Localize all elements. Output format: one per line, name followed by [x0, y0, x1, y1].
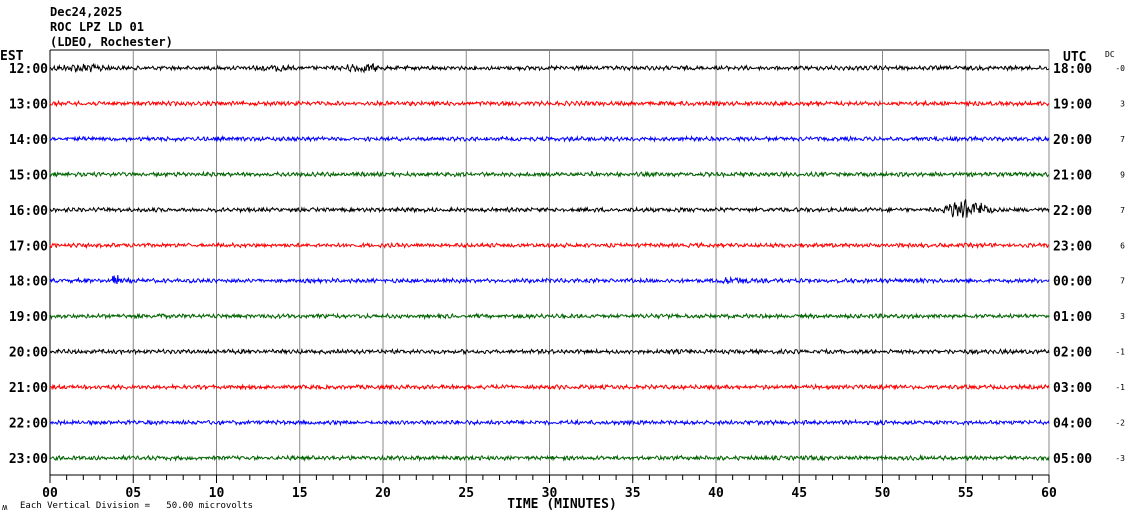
- est-hour-label: 12:00: [9, 62, 48, 77]
- dc-value: -0: [1115, 64, 1125, 73]
- utc-axis-label: UTC: [1063, 50, 1086, 65]
- est-hour-label: 23:00: [9, 452, 48, 467]
- trace-2000: [49, 347, 1050, 356]
- est-axis-label: EST: [0, 49, 24, 64]
- x-tick-label: 55: [958, 486, 974, 501]
- dc-label: DC: [1105, 50, 1115, 59]
- trace-1200: [49, 62, 1050, 74]
- trace-2200: [49, 418, 1050, 427]
- utc-hour-label: 23:00: [1053, 239, 1092, 254]
- est-hour-label: 16:00: [9, 204, 48, 219]
- x-tick-label: 15: [292, 486, 308, 501]
- dc-value: 3: [1120, 99, 1125, 108]
- utc-hour-label: 00:00: [1053, 275, 1092, 290]
- utc-hour-label: 19:00: [1053, 97, 1092, 112]
- trace-2100: [49, 382, 1050, 392]
- station-label: ROC LPZ LD 01: [50, 20, 144, 34]
- x-tick-label: 30: [542, 486, 558, 501]
- trace-1500: [49, 170, 1050, 179]
- utc-hour-label: 03:00: [1053, 381, 1092, 396]
- x-tick-label: 25: [458, 486, 474, 501]
- est-hour-label: 15:00: [9, 168, 48, 183]
- date-label: Dec24,2025: [50, 5, 122, 19]
- dc-value: 3: [1120, 312, 1125, 321]
- scale-note: Each Vertical Division = 50.00 microvolt…: [20, 501, 253, 511]
- est-hour-label: 22:00: [9, 417, 48, 432]
- utc-hour-label: 20:00: [1053, 133, 1092, 148]
- dc-value: -3: [1115, 454, 1125, 463]
- x-tick-label: 00: [42, 486, 58, 501]
- x-tick-label: 45: [791, 486, 807, 501]
- trace-2300: [49, 453, 1050, 462]
- x-tick-label: 35: [625, 486, 641, 501]
- utc-hour-label: 22:00: [1053, 204, 1092, 219]
- est-hour-label: 20:00: [9, 346, 48, 361]
- trace-1700: [49, 241, 1049, 250]
- dc-value: 7: [1120, 206, 1125, 215]
- est-hour-label: 19:00: [9, 310, 48, 325]
- est-hour-label: 21:00: [9, 381, 48, 396]
- utc-hour-label: 01:00: [1053, 310, 1092, 325]
- utc-hour-label: 02:00: [1053, 346, 1092, 361]
- est-hour-label: 17:00: [9, 239, 48, 254]
- x-tick-label: 50: [875, 486, 891, 501]
- x-axis-label: TIME (MINUTES): [507, 497, 617, 512]
- utc-hour-label: 21:00: [1053, 168, 1092, 183]
- trace-1300: [49, 99, 1050, 108]
- x-tick-label: 05: [125, 486, 141, 501]
- dc-value: 6: [1120, 241, 1125, 250]
- dc-value: -1: [1115, 383, 1125, 392]
- utc-hour-label: 18:00: [1053, 62, 1092, 77]
- trace-1600: [49, 199, 1050, 218]
- est-hour-label: 13:00: [9, 97, 48, 112]
- x-tick-label: 20: [375, 486, 391, 501]
- est-hour-label: 18:00: [9, 275, 48, 290]
- trace-1900: [49, 312, 1050, 321]
- utc-hour-label: 05:00: [1053, 452, 1092, 467]
- x-tick-label: 60: [1041, 486, 1057, 501]
- network-label: (LDEO, Rochester): [50, 35, 173, 49]
- dc-value: 7: [1120, 277, 1125, 286]
- x-tick-label: 10: [209, 486, 225, 501]
- dc-value: 9: [1120, 170, 1125, 179]
- trace-1400: [49, 134, 1050, 143]
- x-tick-label: 40: [708, 486, 724, 501]
- trace-1800: [49, 275, 1050, 285]
- dc-value: -1: [1115, 348, 1125, 357]
- est-hour-label: 14:00: [9, 133, 48, 148]
- dc-value: -2: [1115, 419, 1125, 428]
- utc-hour-label: 04:00: [1053, 417, 1092, 432]
- corner-mark: ʍ: [2, 503, 8, 513]
- dc-value: 7: [1120, 135, 1125, 144]
